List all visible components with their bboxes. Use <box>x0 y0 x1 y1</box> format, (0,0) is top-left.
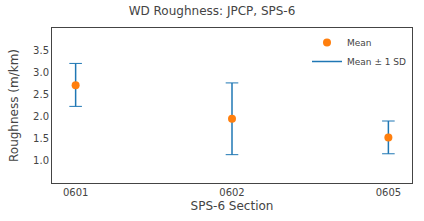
svg-text:0601: 0601 <box>63 187 88 198</box>
svg-text:0605: 0605 <box>376 187 401 198</box>
svg-text:3.0: 3.0 <box>33 67 49 78</box>
svg-text:3.5: 3.5 <box>33 45 49 56</box>
svg-text:Mean: Mean <box>347 38 372 48</box>
svg-text:2.5: 2.5 <box>33 89 49 100</box>
svg-text:1.5: 1.5 <box>33 133 49 144</box>
svg-text:Roughness (m/km): Roughness (m/km) <box>7 49 21 162</box>
svg-text:Mean ± 1 SD: Mean ± 1 SD <box>347 57 406 67</box>
svg-text:1.0: 1.0 <box>33 155 49 166</box>
svg-text:SPS-6 Section: SPS-6 Section <box>191 199 274 213</box>
svg-text:2.0: 2.0 <box>33 111 49 122</box>
svg-text:WD Roughness: JPCP, SPS-6: WD Roughness: JPCP, SPS-6 <box>129 4 296 18</box>
svg-text:0602: 0602 <box>219 187 244 198</box>
